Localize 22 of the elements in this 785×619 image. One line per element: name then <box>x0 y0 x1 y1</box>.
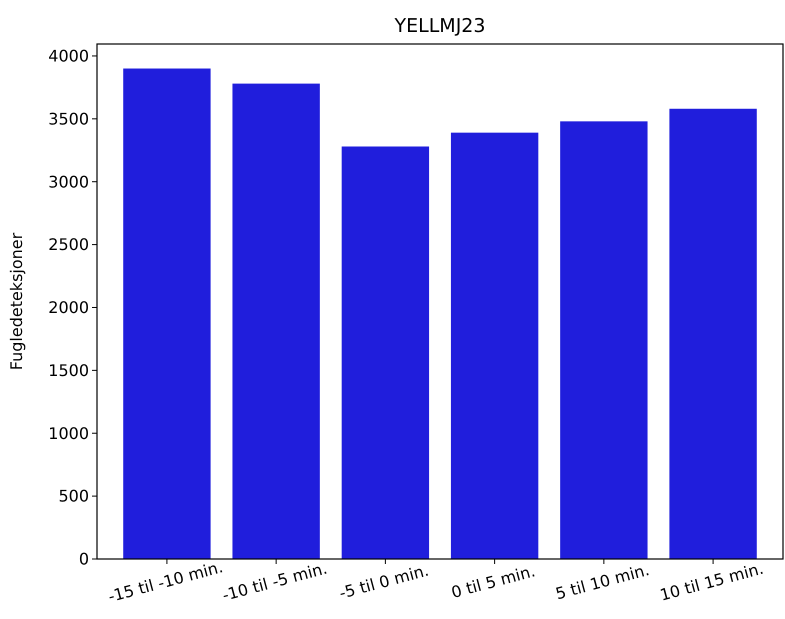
x-tick-label: 0 til 5 min. <box>449 561 538 602</box>
bar <box>342 146 430 559</box>
y-tick-label: 500 <box>58 486 89 506</box>
y-tick-label: 1500 <box>48 360 89 380</box>
y-axis-title: Fugledeteksjoner <box>7 232 26 370</box>
y-tick-label: 1000 <box>48 424 89 443</box>
x-tick-label: 5 til 10 min. <box>554 560 652 604</box>
y-tick-label: 2000 <box>48 298 89 318</box>
y-tick-label: 3500 <box>48 109 89 128</box>
bar <box>560 121 648 559</box>
x-tick-label: -15 til -10 min. <box>106 557 225 606</box>
y-tick-label: 2500 <box>48 235 89 254</box>
x-tick-label: -5 til 0 min. <box>337 560 431 603</box>
bar <box>669 108 757 559</box>
bar <box>123 68 211 559</box>
bar <box>450 132 538 559</box>
y-tick-label: 0 <box>78 550 89 569</box>
y-tick-label: 3000 <box>48 172 89 192</box>
x-tick-label: 10 til 15 min. <box>658 558 766 605</box>
chart-title: YELLMJ23 <box>394 15 486 37</box>
y-tick-label: 4000 <box>48 46 89 66</box>
bar <box>232 84 320 559</box>
